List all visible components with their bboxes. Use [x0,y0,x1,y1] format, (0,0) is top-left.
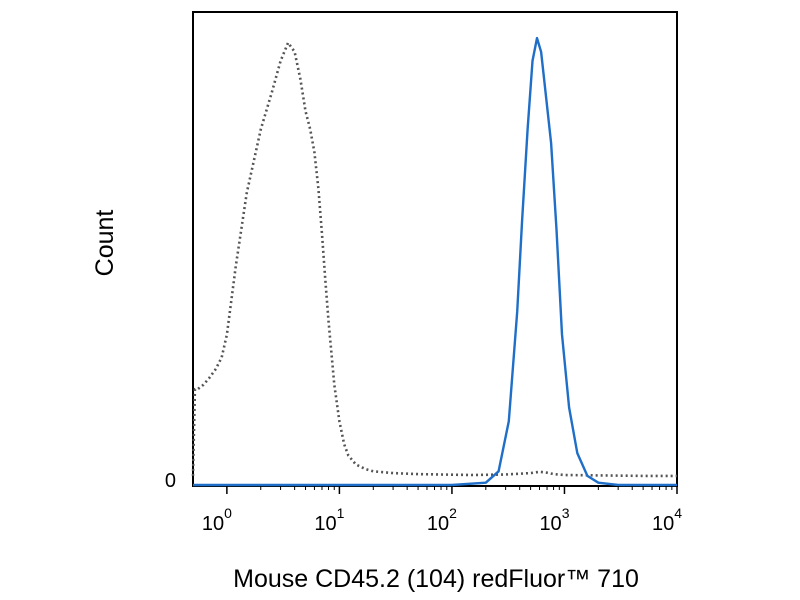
x-tick-label-exponent: 3 [562,505,570,521]
x-tick-label: 104 [652,505,682,535]
x-tick-label-base: 10 [427,513,449,535]
x-tick-label-base: 10 [314,513,336,535]
x-tick-label-base: 10 [652,513,674,535]
x-tick-label: 103 [539,505,569,535]
y-axis-ticks: 0 [165,470,176,492]
x-tick-label-exponent: 1 [337,505,345,521]
series-solid-line [193,36,677,487]
x-axis-title: Mouse CD45.2 (104) redFluor™ 710 [233,565,639,593]
x-tick-label: 100 [202,505,232,535]
x-tick-label-exponent: 0 [224,505,232,521]
x-tick-label: 101 [314,505,344,535]
series-dotted-line [191,41,677,478]
x-tick-label-base: 10 [539,513,561,535]
y-tick-label: 0 [165,470,176,492]
plot-frame [192,11,678,487]
y-axis-title: Count [91,210,119,277]
series-layer [191,36,677,487]
x-tick-label-exponent: 4 [674,505,682,521]
x-tick-label-base: 10 [202,513,224,535]
x-tick-label-exponent: 2 [449,505,457,521]
x-tick-label: 102 [427,505,457,535]
x-axis-ticks: 100 101 102 103 104 [202,486,682,535]
